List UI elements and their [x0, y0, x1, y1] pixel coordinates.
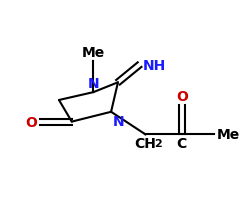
Text: N: N: [87, 77, 99, 91]
Text: O: O: [176, 89, 188, 103]
Text: C: C: [177, 137, 187, 151]
Text: Me: Me: [217, 128, 241, 142]
Text: NH: NH: [143, 58, 166, 72]
Text: O: O: [25, 115, 37, 129]
Text: N: N: [113, 114, 125, 128]
Text: 2: 2: [154, 139, 162, 149]
Text: CH: CH: [135, 137, 156, 151]
Text: Me: Me: [82, 45, 105, 59]
